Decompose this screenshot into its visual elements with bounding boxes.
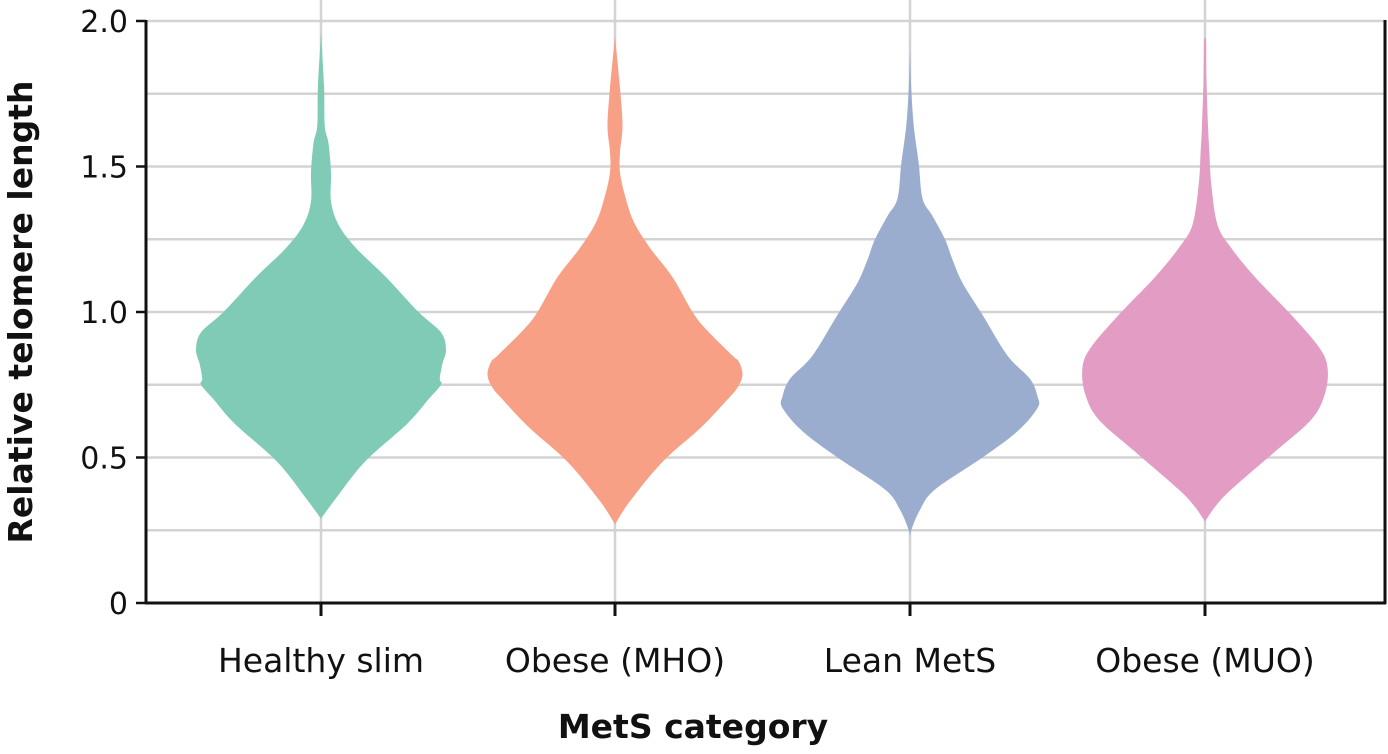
violin-obese-muo (1082, 37, 1328, 522)
x-axis-title: MetS category (558, 707, 828, 746)
x-tick-label: Obese (MHO) (505, 641, 725, 680)
x-tick-label: Healthy slim (218, 641, 424, 680)
y-tick-label: 1.5 (80, 151, 128, 186)
y-tick-label: 0.5 (80, 442, 128, 477)
violin-obese-mho (487, 34, 743, 525)
y-axis-title: Relative telomere length (1, 81, 40, 544)
y-tick-label: 2.0 (80, 5, 128, 40)
x-tick-label: Obese (MUO) (1095, 641, 1315, 680)
violins (195, 31, 1328, 539)
x-tick-label: Lean MetS (824, 641, 996, 680)
violin-healthy-slim (195, 31, 447, 519)
x-ticks: Healthy slim Obese (MHO) Lean MetS Obese (M… (218, 603, 1315, 680)
violin-lean-mets (780, 45, 1040, 539)
y-tick-label: 0 (109, 587, 128, 622)
y-ticks: 0 0.5 1.0 1.5 2.0 (80, 5, 146, 622)
y-tick-label: 1.0 (80, 296, 128, 331)
